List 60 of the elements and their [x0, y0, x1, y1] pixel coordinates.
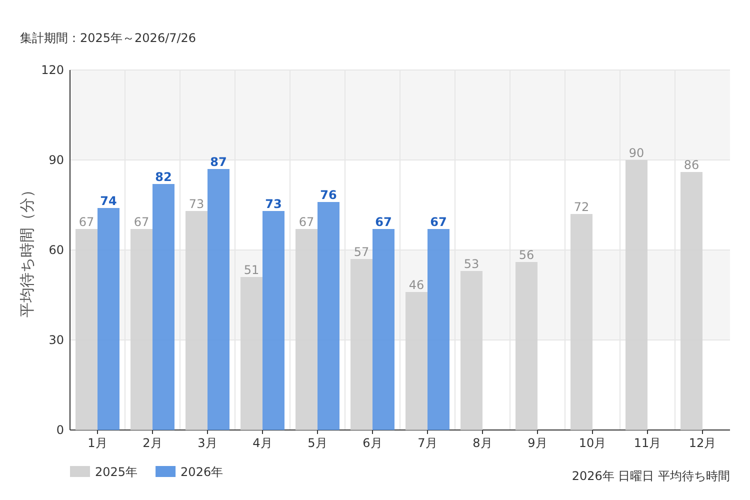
data-label: 67 — [298, 215, 314, 229]
x-tick-label: 7月 — [418, 436, 438, 450]
bar — [318, 202, 340, 430]
x-tick-label: 4月 — [252, 436, 272, 450]
legend-label: 2026年 — [180, 465, 224, 479]
data-label: 86 — [684, 158, 700, 172]
data-label: 87 — [210, 155, 227, 169]
bar — [296, 229, 318, 430]
y-tick-label: 120 — [41, 63, 64, 77]
data-label: 72 — [574, 200, 590, 214]
bar — [626, 160, 648, 430]
bar — [350, 259, 372, 430]
bar — [208, 169, 230, 430]
x-tick-label: 11月 — [634, 436, 662, 450]
data-label: 53 — [464, 257, 480, 271]
bar — [428, 229, 450, 430]
data-label: 46 — [408, 278, 424, 292]
x-tick-label: 12月 — [688, 436, 716, 450]
bar — [372, 229, 394, 430]
data-label: 51 — [244, 263, 260, 277]
data-label: 90 — [628, 146, 644, 160]
y-tick-label: 60 — [48, 243, 64, 257]
data-label: 73 — [188, 197, 204, 211]
bar — [460, 271, 482, 430]
bar — [76, 229, 98, 430]
x-tick-label: 10月 — [578, 436, 606, 450]
chart-title: 集計期間：2025年～2026/7/26 — [20, 31, 196, 45]
bar — [186, 211, 208, 430]
y-tick-label: 90 — [48, 153, 64, 167]
bar — [152, 184, 174, 430]
x-tick-label: 9月 — [528, 436, 548, 450]
text: 2026年 日曜日 平均待ち時間 — [572, 469, 730, 483]
bar — [240, 277, 262, 430]
data-label: 56 — [518, 248, 534, 262]
bar — [262, 211, 284, 430]
data-label: 74 — [100, 194, 117, 208]
x-tick-label: 8月 — [472, 436, 492, 450]
y-tick-label: 0 — [56, 423, 64, 437]
y-tick-label: 30 — [48, 333, 64, 347]
bar — [570, 214, 592, 430]
x-tick-label: 5月 — [308, 436, 328, 450]
y-axis-title: 平均待ち時間（分） — [18, 182, 36, 318]
data-label: 67 — [375, 215, 392, 229]
bar — [516, 262, 538, 430]
x-tick-label: 6月 — [362, 436, 382, 450]
bar — [406, 292, 428, 430]
data-label: 57 — [354, 245, 370, 259]
x-tick-label: 3月 — [198, 436, 218, 450]
data-label: 76 — [320, 188, 337, 202]
data-label: 67 — [78, 215, 94, 229]
data-label: 67 — [430, 215, 447, 229]
bar — [680, 172, 702, 430]
bar — [98, 208, 120, 430]
x-tick-label: 1月 — [88, 436, 108, 450]
bar — [130, 229, 152, 430]
x-tick-label: 2月 — [142, 436, 162, 450]
data-label: 73 — [265, 197, 282, 211]
data-label: 67 — [134, 215, 150, 229]
data-label: 82 — [155, 170, 172, 184]
legend-label: 2025年 — [95, 465, 138, 479]
